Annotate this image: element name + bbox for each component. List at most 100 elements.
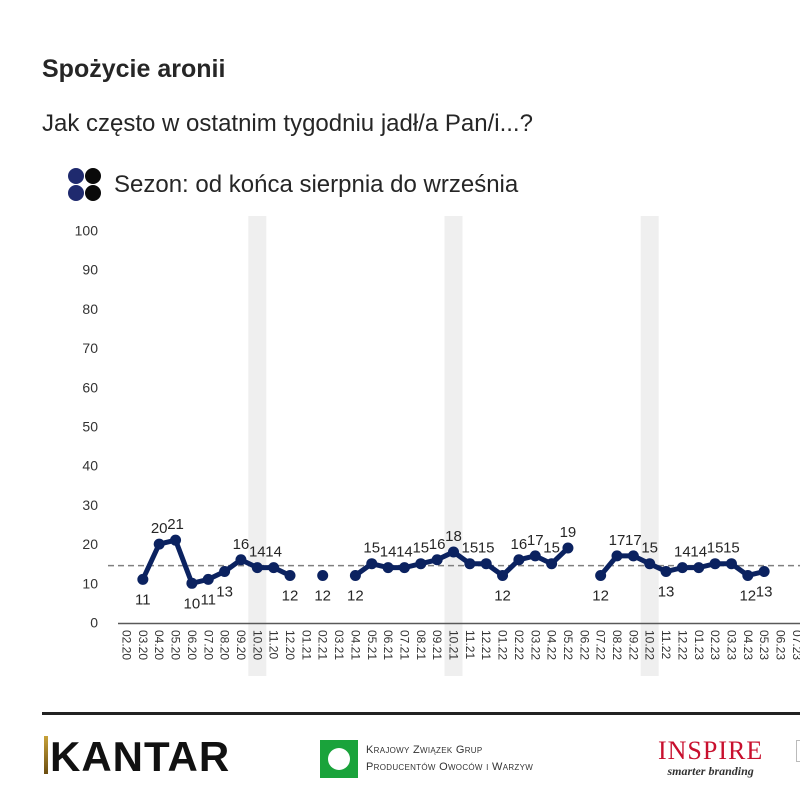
data-point — [709, 558, 721, 570]
chart-title: Spożycie aronii — [42, 55, 226, 83]
data-label: 12 — [314, 587, 331, 604]
data-label: 21 — [167, 516, 184, 533]
x-tick-label: 07.21 — [397, 630, 411, 660]
kantar-logo-text: KANTAR — [50, 733, 231, 780]
season-band — [640, 216, 659, 676]
data-label: 16 — [233, 536, 250, 553]
data-point — [415, 558, 427, 570]
kzgp-logo: Krajowy Związek Grup Producentów Owoców … — [320, 740, 533, 778]
data-point — [480, 558, 492, 570]
x-tick-label: 04.23 — [741, 630, 755, 660]
data-label: 14 — [396, 544, 413, 561]
x-tick-label: 03.21 — [332, 630, 346, 660]
data-point — [284, 569, 296, 581]
data-point — [529, 550, 541, 562]
data-point — [742, 569, 754, 581]
data-point — [431, 554, 443, 566]
data-label: 17 — [609, 532, 626, 549]
data-label: 17 — [625, 532, 642, 549]
y-axis: 0 10 20 30 40 50 60 70 80 90 100 — [75, 223, 99, 631]
data-label: 13 — [756, 584, 773, 601]
data-label: 13 — [216, 584, 233, 601]
y-tick-label: 20 — [82, 536, 98, 552]
data-point — [513, 554, 525, 566]
season-legend-icon — [68, 168, 102, 202]
data-point — [235, 554, 247, 566]
x-tick-label: 03.22 — [528, 630, 542, 660]
x-tick-label: 07.22 — [594, 630, 608, 660]
data-label: 18 — [445, 528, 462, 545]
data-label: 15 — [543, 540, 560, 557]
partial-logo-edge — [796, 740, 800, 762]
data-point — [137, 573, 149, 585]
x-tick-label: 09.20 — [234, 630, 248, 660]
y-tick-label: 0 — [90, 615, 98, 631]
data-point — [644, 558, 656, 570]
data-label: 12 — [494, 587, 511, 604]
x-tick-label: 04.20 — [152, 630, 166, 660]
data-point — [349, 569, 361, 581]
x-tick-label: 05.23 — [757, 630, 771, 660]
data-label: 14 — [674, 544, 691, 561]
data-point — [398, 562, 410, 574]
footer-divider — [42, 712, 800, 715]
x-tick-label: 09.22 — [626, 630, 640, 660]
data-label: 13 — [658, 584, 675, 601]
data-point — [660, 566, 672, 578]
kzgp-line2: Producentów Owoców i Warzyw — [366, 761, 534, 773]
x-tick-label: 11.21 — [463, 630, 477, 659]
x-tick-label: 11.22 — [659, 630, 673, 659]
x-tick-label: 01.22 — [496, 630, 510, 660]
data-points — [137, 534, 770, 589]
data-label: 15 — [707, 540, 724, 557]
y-tick-label: 10 — [82, 575, 98, 591]
data-point — [693, 562, 705, 574]
data-point — [317, 569, 329, 581]
data-point — [725, 558, 737, 570]
season-band — [444, 216, 463, 676]
x-tick-label: 12.20 — [283, 630, 297, 660]
x-tick-label: 02.23 — [708, 630, 722, 660]
data-point — [448, 546, 459, 558]
x-tick-label: 01.21 — [299, 630, 313, 660]
data-label: 12 — [347, 587, 364, 604]
kzgp-logo-icon — [320, 740, 358, 778]
data-label: 12 — [739, 587, 756, 604]
data-label: 11 — [135, 591, 151, 608]
data-point — [382, 562, 394, 574]
y-tick-label: 70 — [82, 340, 98, 356]
x-tick-label: 02.22 — [512, 630, 526, 660]
data-point — [611, 550, 623, 562]
data-label: 15 — [363, 540, 380, 557]
data-label: 14 — [265, 544, 282, 561]
data-label: 12 — [282, 587, 299, 604]
inspire-logo: INSPIRE smarter branding — [658, 738, 763, 779]
data-point — [170, 534, 182, 546]
x-tick-label: 01.23 — [692, 630, 706, 660]
x-tick-label: 03.23 — [724, 630, 738, 660]
inspire-logo-name: INSPIRE — [658, 736, 764, 765]
x-tick-label: 10.22 — [643, 630, 657, 660]
x-tick-label: 02.21 — [316, 630, 330, 660]
x-tick-label: 07.20 — [201, 630, 215, 660]
data-point — [562, 542, 574, 554]
data-label: 14 — [249, 544, 266, 561]
data-point — [546, 558, 558, 570]
y-tick-label: 50 — [82, 419, 98, 435]
legend: Sezon: od końca sierpnia do września — [68, 168, 518, 202]
data-point — [676, 562, 688, 574]
x-tick-label: 06.20 — [185, 630, 199, 660]
data-point — [595, 569, 607, 581]
data-label: 14 — [690, 544, 707, 561]
season-bands — [248, 216, 659, 676]
inspire-logo-tagline: smarter branding — [667, 764, 754, 778]
x-tick-label: 05.21 — [365, 630, 379, 660]
x-tick-label: 04.21 — [348, 630, 362, 660]
data-label: 20 — [151, 520, 168, 537]
x-tick-label: 07.23 — [790, 630, 800, 660]
y-tick-label: 30 — [82, 497, 98, 513]
x-tick-label: 06.23 — [774, 630, 788, 660]
y-tick-label: 100 — [75, 223, 99, 239]
x-tick-label: 05.22 — [561, 630, 575, 660]
